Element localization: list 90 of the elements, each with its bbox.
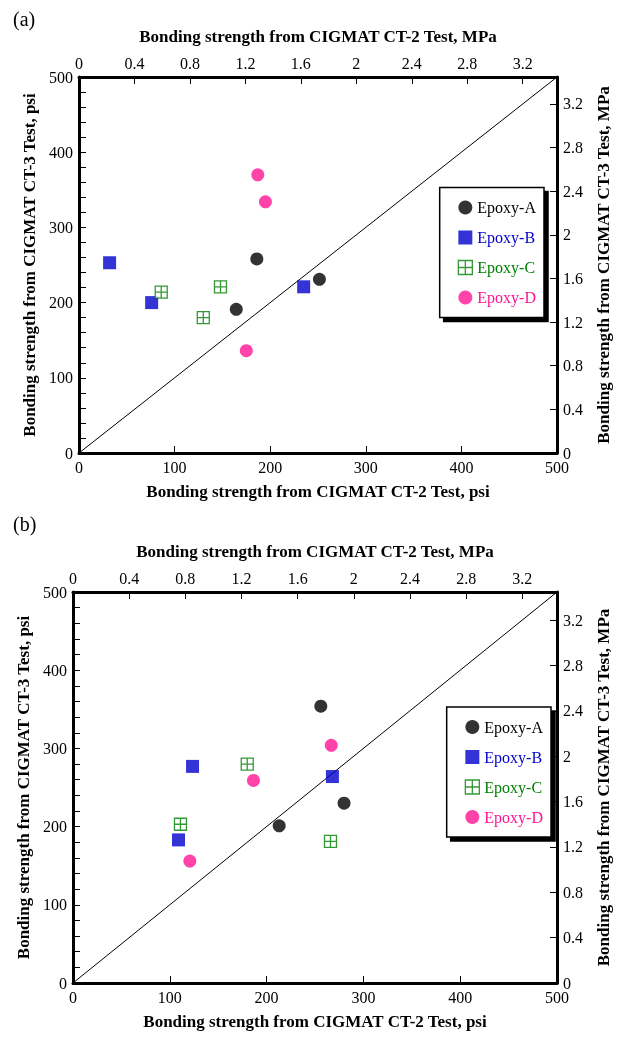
y2-tick-label: 2.4 <box>563 182 583 200</box>
x2-tick-label: 3.2 <box>512 569 533 587</box>
point <box>239 344 253 358</box>
point <box>325 770 339 784</box>
y2-axis-title: Bonding strength from CIGMAT CT-3 Test, MPa <box>594 608 613 967</box>
y-tick-label: 500 <box>43 583 67 601</box>
y2-tick-label: 0.4 <box>563 929 583 947</box>
point <box>103 256 117 270</box>
point <box>246 773 260 787</box>
y-tick-label: 200 <box>43 818 67 836</box>
chart-title: (a) <box>13 8 36 31</box>
y-tick-label: 300 <box>49 218 73 236</box>
x2-tick-label: 1.2 <box>231 569 252 587</box>
y2-tick-label: 1.2 <box>563 313 583 331</box>
y2-tick-label: 2.4 <box>563 702 583 720</box>
y2-tick-label: 0.8 <box>563 357 583 375</box>
y2-tick-label: 2.8 <box>563 139 583 157</box>
x-tick-label: 400 <box>448 988 473 1006</box>
legend-label: Epoxy-A <box>477 199 537 217</box>
x2-tick-label: 1.6 <box>287 569 308 587</box>
x2-tick-label: 2 <box>352 54 361 72</box>
point <box>250 252 264 266</box>
point <box>154 285 168 299</box>
point <box>251 168 265 182</box>
x2-tick-label: 0.4 <box>124 54 145 72</box>
y2-tick-label: 3.2 <box>563 95 583 113</box>
x2-tick-label: 0.4 <box>119 569 140 587</box>
legend-label: Epoxy-D <box>484 808 543 827</box>
point <box>324 738 338 752</box>
y-tick-label: 500 <box>49 68 73 86</box>
chart-title: (b) <box>13 513 37 536</box>
x2-tick-label: 2.8 <box>457 54 478 72</box>
x2-tick-label: 2 <box>349 569 358 587</box>
x2-tick-label: 2.8 <box>456 569 477 587</box>
point <box>186 759 200 773</box>
legend-label: Epoxy-C <box>477 259 536 277</box>
legend-label: Epoxy-A <box>484 718 544 737</box>
point <box>240 757 254 771</box>
point <box>183 854 197 868</box>
x-tick-label: 100 <box>157 988 182 1006</box>
y-tick-label: 100 <box>43 896 67 914</box>
x2-tick-label: 0.8 <box>179 54 200 72</box>
x-tick-label: 400 <box>449 458 474 476</box>
point <box>229 302 243 316</box>
point <box>258 195 272 209</box>
y2-tick-label: 1.2 <box>563 838 583 856</box>
y2-tick-label: 0.8 <box>563 883 583 901</box>
x-axis-title: Bonding strength from CIGMAT CT-2 Test, psi <box>146 482 490 501</box>
x-tick-label: 200 <box>254 988 279 1006</box>
point <box>337 796 351 810</box>
x2-tick-label: 0.8 <box>175 569 196 587</box>
y2-axis-title: Bonding strength from CIGMAT CT-3 Test, MPa <box>594 85 613 444</box>
x-tick-label: 300 <box>353 458 378 476</box>
x2-tick-label: 2.4 <box>401 54 422 72</box>
y-axis-title: Bonding strength from CIGMAT CT-3 Test, psi <box>14 615 34 960</box>
y-axis-title: Bonding strength from CIGMAT CT-3 Test, psi <box>20 93 40 437</box>
legend-label: Epoxy-B <box>477 229 536 247</box>
point <box>145 296 159 310</box>
y2-tick-label: 2 <box>563 226 571 244</box>
x2-tick-label: 1.6 <box>290 54 311 72</box>
point <box>272 819 286 833</box>
x-tick-label: 100 <box>162 458 187 476</box>
legend-label: Epoxy-C <box>484 778 543 797</box>
point <box>312 272 326 286</box>
x2-tick-label: 1.2 <box>235 54 256 72</box>
x2-axis-title: Bonding strength from CIGMAT CT-2 Test, MPa <box>136 542 495 561</box>
y2-tick-label: 2 <box>563 747 571 765</box>
x-axis-title: Bonding strength from CIGMAT CT-2 Test, psi <box>143 1012 487 1031</box>
x-tick-label: 300 <box>351 988 376 1006</box>
y-tick-label: 200 <box>49 294 73 312</box>
y-tick-label: 400 <box>43 661 67 679</box>
x2-axis-title: Bonding strength from CIGMAT CT-2 Test, MPa <box>139 27 498 46</box>
x2-tick-label: 3.2 <box>512 54 533 72</box>
y-tick-label: 100 <box>49 369 73 387</box>
legend-label: Epoxy-D <box>477 289 536 307</box>
y2-tick-label: 1.6 <box>563 793 583 811</box>
y-tick-label: 400 <box>49 143 73 161</box>
point <box>172 833 186 847</box>
y2-tick-label: 2.8 <box>563 656 583 674</box>
y2-tick-label: 0.4 <box>563 400 583 418</box>
legend-label: Epoxy-B <box>484 748 543 767</box>
point <box>314 699 328 713</box>
x2-tick-label: 2.4 <box>399 569 420 587</box>
y-tick-label: 300 <box>43 739 67 757</box>
point <box>297 280 311 294</box>
x-tick-label: 200 <box>258 458 283 476</box>
y2-tick-label: 3.2 <box>563 611 583 629</box>
y2-tick-label: 1.6 <box>563 269 583 287</box>
y-tick-label: 0 <box>59 974 67 992</box>
y-tick-label: 0 <box>65 444 73 462</box>
